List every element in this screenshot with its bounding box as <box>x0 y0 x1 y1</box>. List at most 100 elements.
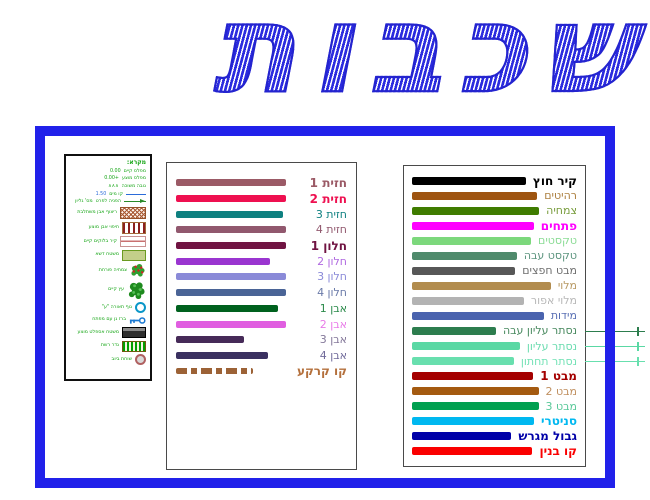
layer-color-bar <box>412 266 516 275</box>
legend-item: הפניה לפרט מס' גליון <box>70 199 146 204</box>
layer-color-bar <box>412 342 520 351</box>
layer-color-bar <box>176 195 286 203</box>
layer-row: אבן 4 <box>176 348 347 364</box>
layer-color-bar <box>412 296 524 305</box>
legend-item-label: גובה משוכה <box>121 183 146 189</box>
legend-item: ברז גן עם מפתח <box>70 316 146 325</box>
layer-color-bar <box>176 273 286 281</box>
layer-color-bar <box>412 251 517 260</box>
layer-label: קו קרקע <box>296 364 347 379</box>
layer-label: חזית 3 <box>315 207 347 221</box>
legend-item: מפלס מוצע +0.00 <box>70 176 146 181</box>
fence-swatch-icon <box>122 340 146 352</box>
layer-color-bar <box>176 336 245 344</box>
layer-label: גבול מגרש <box>518 429 577 444</box>
legend-item: ריצוף אבן משתלבת <box>70 207 146 220</box>
layer-row: חזית 1 <box>176 175 347 191</box>
layer-label: אבן 4 <box>319 348 347 362</box>
layer-row: מבט חפצים <box>412 263 577 278</box>
layer-color-bar <box>412 176 526 185</box>
layer-color-bar <box>412 191 538 200</box>
leader-end-tick <box>637 326 639 336</box>
layer-label: חלון 2 <box>317 254 347 268</box>
layer-label: מבט 1 <box>540 369 577 384</box>
layer-row: קו קרקע <box>176 363 347 379</box>
layer-row: מידות <box>412 308 577 323</box>
hidden-line-leader <box>585 330 645 332</box>
layer-color-bar <box>176 210 283 218</box>
layer-row: מלוי <box>412 278 577 293</box>
layer-row: קיר חוץ <box>412 173 577 188</box>
page-title: שכבות <box>212 0 648 112</box>
layer-label: אבן 3 <box>319 333 347 347</box>
layer-row: אבן 1 <box>176 301 347 317</box>
layer-color-bar <box>176 320 286 328</box>
layer-color-bar <box>412 387 539 396</box>
layer-color-bar <box>412 221 534 230</box>
layer-label: רהיטים <box>544 189 577 203</box>
layer-row: חלון 2 <box>176 253 347 269</box>
layer-color-bar <box>412 281 551 290</box>
layer-row: טקסט עבה <box>412 248 577 263</box>
legend-box: מקרא: מפלס קיים 0.00 מפלס מוצע +0.00 גובה מש… <box>64 154 152 381</box>
legend-item: מפלס קיים 0.00 <box>70 169 146 174</box>
legend-item-label: משטח דשא <box>95 252 119 258</box>
manhole-icon <box>135 354 146 366</box>
layer-color-bar <box>412 326 496 335</box>
layer-color-bar <box>176 289 286 297</box>
paving-hatch-icon <box>120 207 146 220</box>
layer-label: מידות <box>550 309 577 323</box>
layer-color-bar <box>176 257 270 265</box>
layer-color-bar <box>412 311 544 320</box>
layer-row: חלון 3 <box>176 269 347 285</box>
legend-item-label: קיר בלוקים קיים <box>83 238 117 244</box>
layer-row: צמחיה <box>412 203 577 218</box>
legend-item-value: מס' גליון <box>75 199 93 205</box>
stone-cladding-hatch-icon <box>122 221 146 234</box>
layer-label: נסתר עליון עבה <box>503 324 577 338</box>
layer-row: נסתר עליון <box>412 339 577 354</box>
layer-row: אבן 3 <box>176 332 347 348</box>
layer-color-bar <box>412 402 539 411</box>
layer-label: חזית 1 <box>309 175 347 190</box>
layer-color-bar <box>412 417 534 426</box>
grass-fill-swatch-icon <box>122 249 146 261</box>
layer-color-bar <box>412 206 540 215</box>
layer-color-bar <box>176 304 279 312</box>
layer-label: מבט חפצים <box>522 264 577 278</box>
layer-label: נסתר תחתון <box>520 354 577 368</box>
layer-row: חזית 3 <box>176 206 347 222</box>
layer-row: פתחים <box>412 218 577 233</box>
legend-item: עץ קיים <box>70 281 146 300</box>
legend-item-label: גדר רשת <box>100 343 119 349</box>
legend-item: קיר בלוקים קיים <box>70 236 146 248</box>
legend-item-label: שוחת ביוב <box>111 356 132 362</box>
main-layers-panel: קיר חוץ רהיטים צמחיה פתחים טקסטים טקסט עבה מבט… <box>403 165 586 467</box>
layer-label: קיר חוץ <box>532 173 577 188</box>
legend-item: גוף תאורה "ע" <box>70 302 146 314</box>
layer-row: קו בנין <box>412 444 577 459</box>
legend-item: חיפוי אבן מוצע <box>70 221 146 234</box>
layer-row: טקסטים <box>412 233 577 248</box>
light-fixture-icon <box>135 302 146 314</box>
layer-color-bar <box>176 226 286 234</box>
layer-row: מבט 3 <box>412 399 577 414</box>
layer-row: גבול מגרש <box>412 429 577 444</box>
layer-label: צמחיה <box>546 204 577 218</box>
flowering-plant-icon <box>131 263 145 277</box>
layer-label: חלון 3 <box>317 270 347 284</box>
layer-row: נסתר עליון עבה <box>412 323 577 338</box>
layer-row: רהיטים <box>412 188 577 203</box>
legend-item-label: עץ קיים <box>108 287 124 293</box>
tree-plant-icon <box>128 281 145 299</box>
legend-item: גובה משוכה ∧∧∧ <box>70 184 146 189</box>
layer-label: חזית 2 <box>309 191 347 206</box>
asphalt-swatch-icon <box>122 327 146 339</box>
legend-item-label: קו מים <box>109 191 123 197</box>
block-wall-swatch-icon <box>120 236 146 248</box>
layer-label: סניטרי <box>540 414 577 429</box>
facade-layers-panel: חזית 1 חזית 2 חזית 3 חזית 4 חלון 1 חלון 2 חלון… <box>166 162 357 470</box>
legend-item: צמחיה פורחת <box>70 263 146 278</box>
layer-label: טקסטים <box>538 234 577 248</box>
layer-color-bar <box>176 179 286 187</box>
